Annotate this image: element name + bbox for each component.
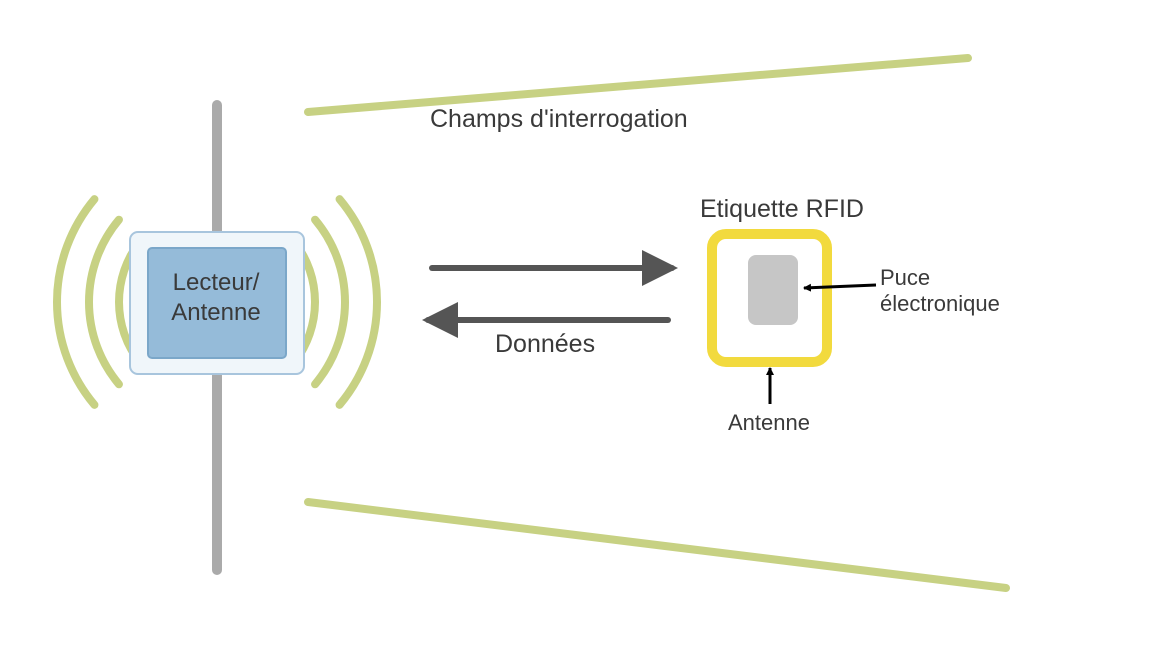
label-puce: Puce électronique <box>880 265 1000 318</box>
wave-arc <box>89 220 119 385</box>
field-line-top <box>308 58 968 112</box>
label-antenne-tag: Antenne <box>728 410 810 436</box>
tag-chip <box>748 255 798 325</box>
rfid-diagram: Lecteur/ Antenne Champs d'interrogation … <box>0 0 1168 655</box>
label-puce-line2: électronique <box>880 291 1000 316</box>
wave-arc <box>315 220 345 385</box>
field-line-bottom <box>308 502 1006 588</box>
label-interrogation: Champs d'interrogation <box>430 105 688 134</box>
reader-label: Lecteur/ Antenne <box>146 268 286 328</box>
label-rfid-title: Etiquette RFID <box>700 195 864 224</box>
reader-label-line2: Antenne <box>171 299 260 326</box>
label-donnees: Données <box>495 330 595 359</box>
label-puce-line1: Puce <box>880 265 930 290</box>
reader-label-line1: Lecteur/ <box>173 269 260 296</box>
